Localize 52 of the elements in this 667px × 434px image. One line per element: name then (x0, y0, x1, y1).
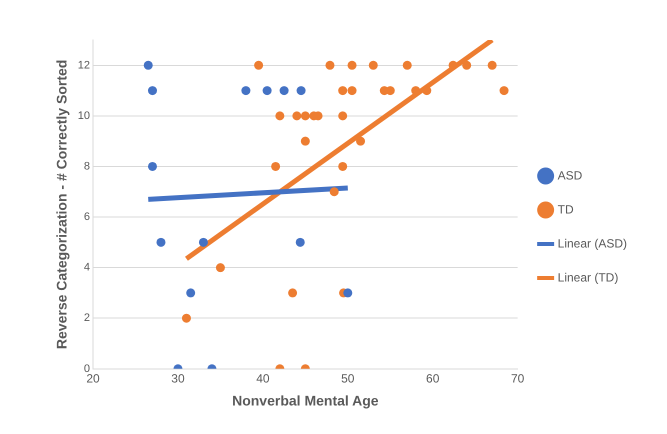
legend-label: Linear (TD) (558, 270, 618, 284)
x-tick-label: 60 (426, 371, 440, 386)
legend-label: Linear (ASD) (558, 236, 628, 250)
point (330, 187, 339, 196)
point (300, 136, 310, 146)
y-tick-label: 8 (84, 160, 90, 172)
point (348, 86, 357, 96)
point (148, 162, 157, 171)
y-tick-label: 4 (84, 262, 90, 274)
point (500, 86, 509, 96)
point (448, 60, 458, 70)
point (262, 86, 272, 96)
x-tick-label: 40 (256, 371, 270, 386)
point (325, 60, 334, 70)
y-tick-label: 10 (78, 110, 90, 122)
point (343, 288, 352, 298)
y-axis-title: Reverse Categorization - # Correctly Sorted (53, 60, 70, 350)
point (254, 60, 264, 70)
point (356, 136, 366, 146)
point (348, 60, 357, 70)
x-tick-label: 50 (341, 371, 355, 386)
point (296, 238, 305, 247)
point (198, 238, 208, 247)
point (462, 60, 472, 70)
point (271, 162, 280, 171)
point (156, 238, 166, 247)
x-tick-label: 70 (510, 371, 525, 386)
point (275, 111, 284, 120)
point (402, 60, 412, 70)
y-tick-label: 2 (84, 312, 90, 324)
point (296, 86, 306, 96)
point (300, 111, 310, 120)
legend-label: ASD (558, 168, 583, 182)
point (338, 111, 348, 120)
point (288, 288, 298, 298)
point (368, 60, 378, 70)
point (280, 86, 289, 96)
point (338, 162, 348, 171)
legend-label: TD (558, 202, 574, 216)
y-tick-label: 6 (84, 211, 90, 224)
point (144, 60, 153, 70)
point (182, 314, 191, 323)
point (338, 86, 348, 96)
x-tick-label: 30 (171, 371, 185, 386)
point (148, 86, 157, 96)
y-tick-label: 12 (78, 59, 90, 72)
x-axis-title: Nonverbal Mental Age (232, 392, 379, 408)
point (186, 288, 196, 298)
point (216, 263, 225, 272)
point (488, 60, 497, 70)
point (241, 86, 250, 96)
point (292, 111, 302, 120)
